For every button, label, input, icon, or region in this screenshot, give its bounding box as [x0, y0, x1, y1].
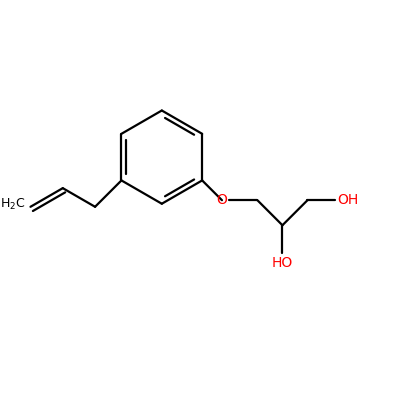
Text: H$_2$C: H$_2$C — [0, 197, 26, 212]
Text: OH: OH — [337, 193, 358, 207]
Text: O: O — [216, 193, 227, 207]
Text: HO: HO — [272, 256, 293, 270]
